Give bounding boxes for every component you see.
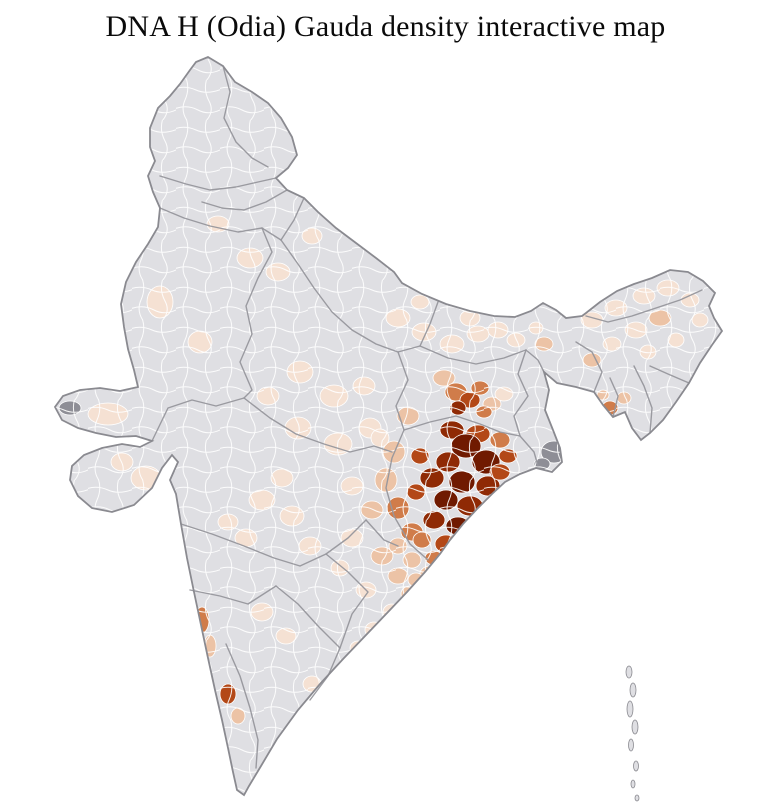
islands-layer — [625, 665, 640, 802]
district-l3[interactable] — [438, 552, 458, 568]
island — [633, 760, 639, 772]
island — [626, 700, 634, 718]
district-l5[interactable] — [481, 501, 499, 515]
island — [628, 738, 634, 752]
island — [631, 719, 639, 735]
island — [634, 794, 640, 802]
island — [630, 779, 636, 789]
state-borders-layer — [151, 65, 703, 769]
map-title: DNA H (Odia) Gauda density interactive m… — [105, 10, 666, 43]
district-l5[interactable] — [459, 531, 481, 549]
island — [629, 682, 637, 698]
island — [625, 665, 633, 679]
